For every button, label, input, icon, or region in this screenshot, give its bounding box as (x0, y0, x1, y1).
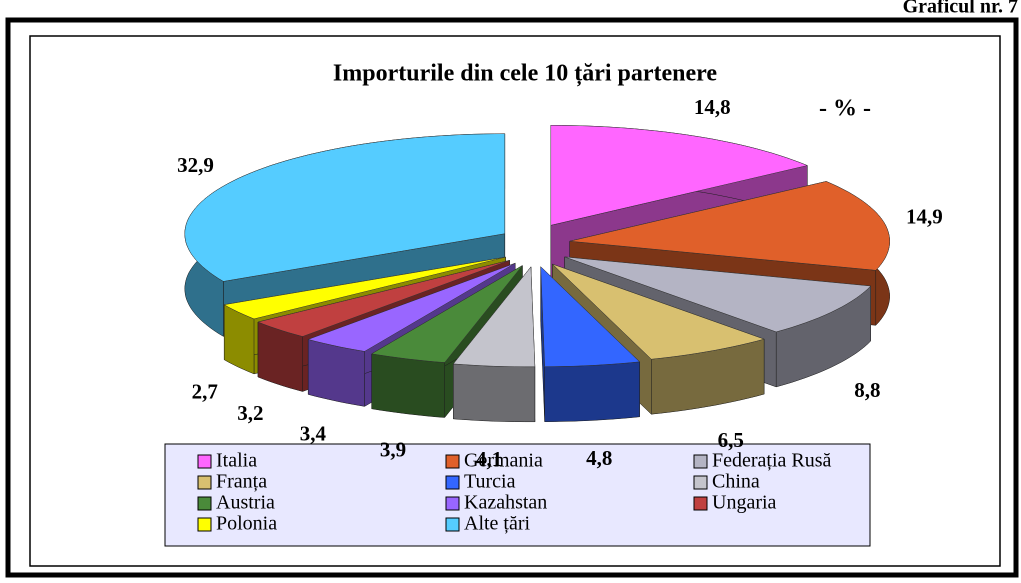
slice (452, 266, 536, 423)
legend-swatch (693, 475, 708, 490)
data-label: 3,9 (380, 438, 406, 462)
legend-swatch (197, 454, 212, 469)
data-label: 4,8 (586, 446, 612, 470)
data-label: 2,7 (192, 379, 218, 403)
legend-swatch (445, 454, 460, 469)
data-label: 4,1 (476, 447, 502, 471)
legend-label: Kazahstan (464, 492, 547, 514)
slice-top (184, 133, 506, 282)
legend-swatch (197, 517, 212, 532)
legend-label: China (712, 471, 760, 493)
data-label: 32,9 (177, 153, 214, 177)
legend-swatch (693, 496, 708, 511)
data-label: 8,8 (854, 378, 880, 402)
slice-side (453, 363, 536, 423)
data-label: 3,4 (300, 422, 327, 446)
data-label: 14,9 (906, 205, 943, 229)
slice-top (540, 266, 641, 367)
legend-label: Polonia (216, 513, 277, 535)
data-label: 14,8 (694, 95, 731, 119)
corner-label: Graficul nr. 7 (903, 0, 1018, 18)
slice-top (223, 256, 506, 320)
slice-top (564, 256, 872, 333)
legend-label: Austria (216, 492, 275, 514)
slice-top (257, 260, 510, 337)
data-label: 6,5 (718, 428, 744, 452)
legend-label: Italia (216, 450, 257, 472)
slice-top (569, 181, 890, 271)
slice-top (370, 265, 523, 363)
legend-swatch (445, 475, 460, 490)
slice-top (550, 125, 809, 226)
legend-swatch (197, 496, 212, 511)
outer-frame (5, 17, 1019, 578)
legend-label: Turcia (464, 471, 516, 493)
slice-top (307, 262, 516, 352)
legend-label: Ungaria (712, 492, 777, 514)
legend-swatch (445, 517, 460, 532)
pie (184, 125, 890, 423)
legend (164, 443, 871, 547)
data-label: 3,2 (237, 401, 263, 425)
chart-title: Importurile din cele 10 țări partenere (333, 61, 717, 87)
legend-label: Alte țări (464, 513, 531, 535)
slice (540, 266, 641, 422)
legend-label: Germania (464, 450, 543, 472)
legend-swatch (197, 475, 212, 490)
legend-label: Federația Rusă (712, 450, 832, 472)
slice-top (452, 266, 536, 368)
chart-subtitle: - % - (819, 96, 871, 122)
slice-side (544, 361, 640, 422)
slice-top (552, 263, 765, 360)
slice-side (371, 353, 445, 418)
legend-swatch (693, 454, 708, 469)
legend-swatch (445, 496, 460, 511)
legend-label: Franța (216, 471, 267, 493)
inner-frame (29, 35, 1001, 567)
